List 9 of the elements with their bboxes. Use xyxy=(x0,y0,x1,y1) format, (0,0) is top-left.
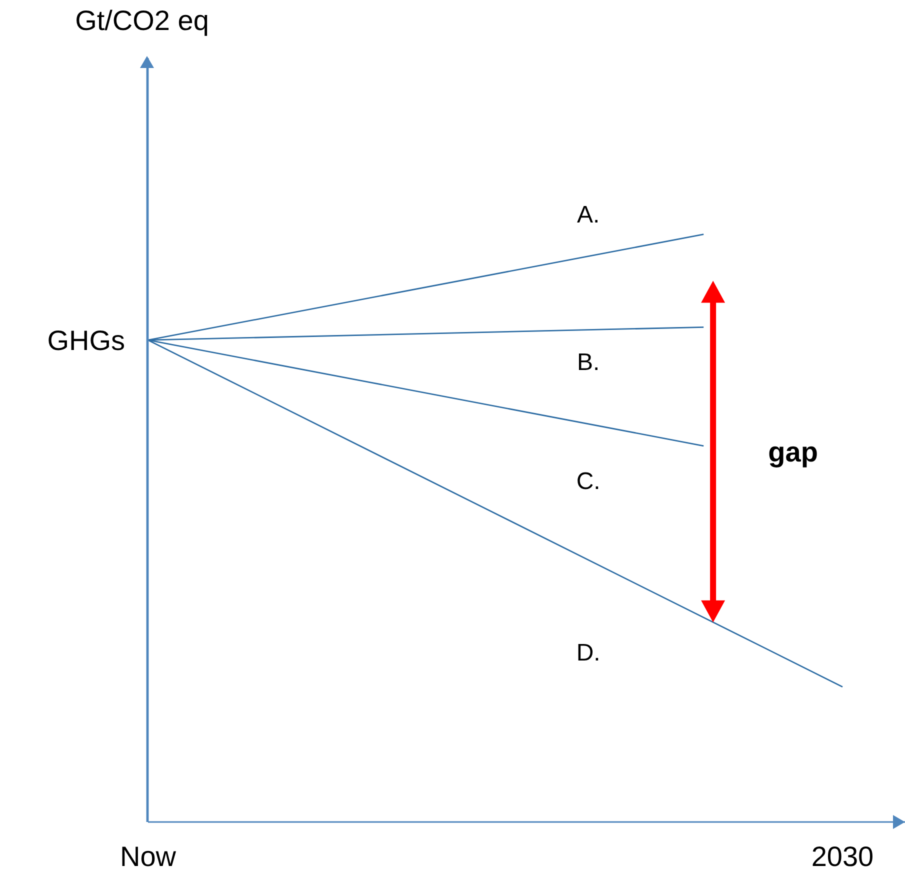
x-tick-label: Now xyxy=(120,840,177,872)
text: Gt/CO2 eq xyxy=(75,5,209,36)
series-label: A. xyxy=(576,201,600,228)
series-label: C. xyxy=(576,468,600,495)
annotation: GHGs xyxy=(47,325,125,356)
text: D. xyxy=(576,639,600,666)
annotation: gap xyxy=(768,436,818,468)
series-label: B. xyxy=(576,349,600,376)
x-tick-label: 2030 xyxy=(811,840,874,872)
